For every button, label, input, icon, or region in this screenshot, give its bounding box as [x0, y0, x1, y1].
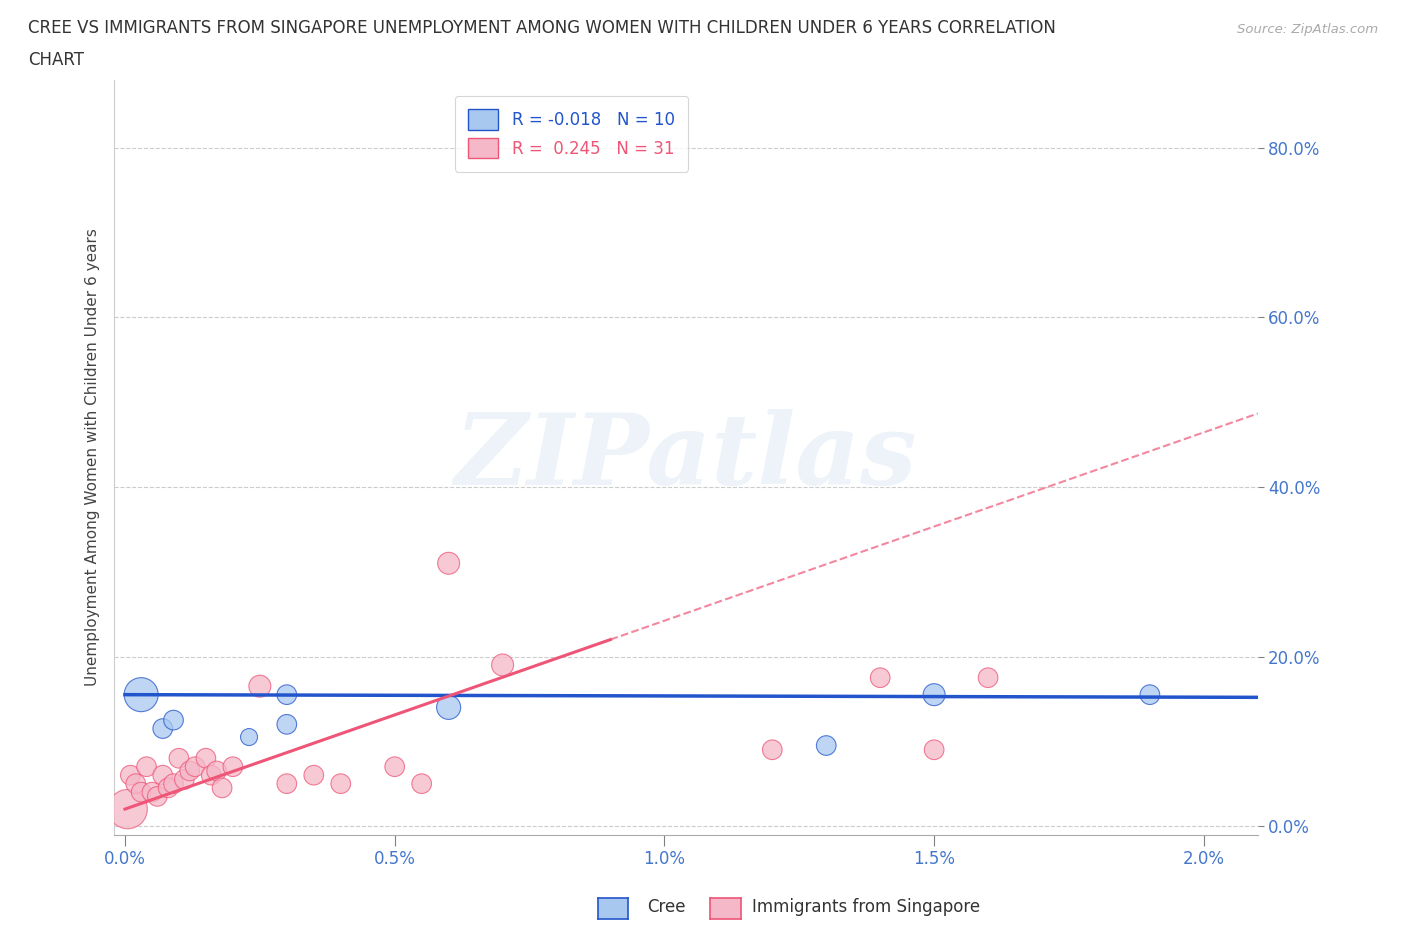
Point	[184, 759, 207, 774]
Text: Immigrants from Singapore: Immigrants from Singapore	[752, 897, 980, 916]
Point	[276, 687, 298, 702]
Point	[1139, 687, 1161, 702]
Point	[222, 759, 245, 774]
Point	[167, 751, 190, 765]
Point	[129, 687, 152, 702]
Point	[411, 777, 433, 791]
Point	[157, 780, 180, 795]
Point	[152, 721, 174, 736]
Text: Cree: Cree	[647, 897, 685, 916]
Point	[491, 658, 513, 672]
Point	[384, 759, 406, 774]
Point	[922, 687, 945, 702]
Point	[125, 777, 148, 791]
Point	[977, 671, 1000, 685]
Y-axis label: Unemployment Among Women with Children Under 6 years: Unemployment Among Women with Children U…	[86, 229, 100, 686]
Point	[120, 768, 142, 783]
Point	[146, 789, 169, 804]
Text: Source: ZipAtlas.com: Source: ZipAtlas.com	[1237, 23, 1378, 36]
Point	[173, 772, 195, 787]
Point	[152, 768, 174, 783]
Legend: R = -0.018   N = 10, R =  0.245   N = 31: R = -0.018 N = 10, R = 0.245 N = 31	[456, 96, 688, 172]
Text: ZIPatlas: ZIPatlas	[454, 409, 917, 506]
Point	[194, 751, 217, 765]
Point	[179, 764, 201, 778]
Point	[869, 671, 891, 685]
Point	[162, 777, 184, 791]
Text: CHART: CHART	[28, 51, 84, 69]
Point	[761, 742, 783, 757]
Point	[922, 742, 945, 757]
Point	[329, 777, 352, 791]
Point	[205, 764, 228, 778]
Point	[135, 759, 157, 774]
Point	[276, 717, 298, 732]
Text: CREE VS IMMIGRANTS FROM SINGAPORE UNEMPLOYMENT AMONG WOMEN WITH CHILDREN UNDER 6: CREE VS IMMIGRANTS FROM SINGAPORE UNEMPL…	[28, 19, 1056, 36]
Point	[238, 730, 260, 745]
Point	[211, 780, 233, 795]
Point	[437, 700, 460, 715]
Point	[437, 556, 460, 571]
Point	[276, 777, 298, 791]
Point	[162, 712, 184, 727]
Point	[141, 785, 163, 800]
Point	[117, 802, 139, 817]
Point	[815, 738, 838, 753]
Point	[302, 768, 325, 783]
Point	[249, 679, 271, 694]
Point	[200, 768, 222, 783]
Point	[129, 785, 152, 800]
